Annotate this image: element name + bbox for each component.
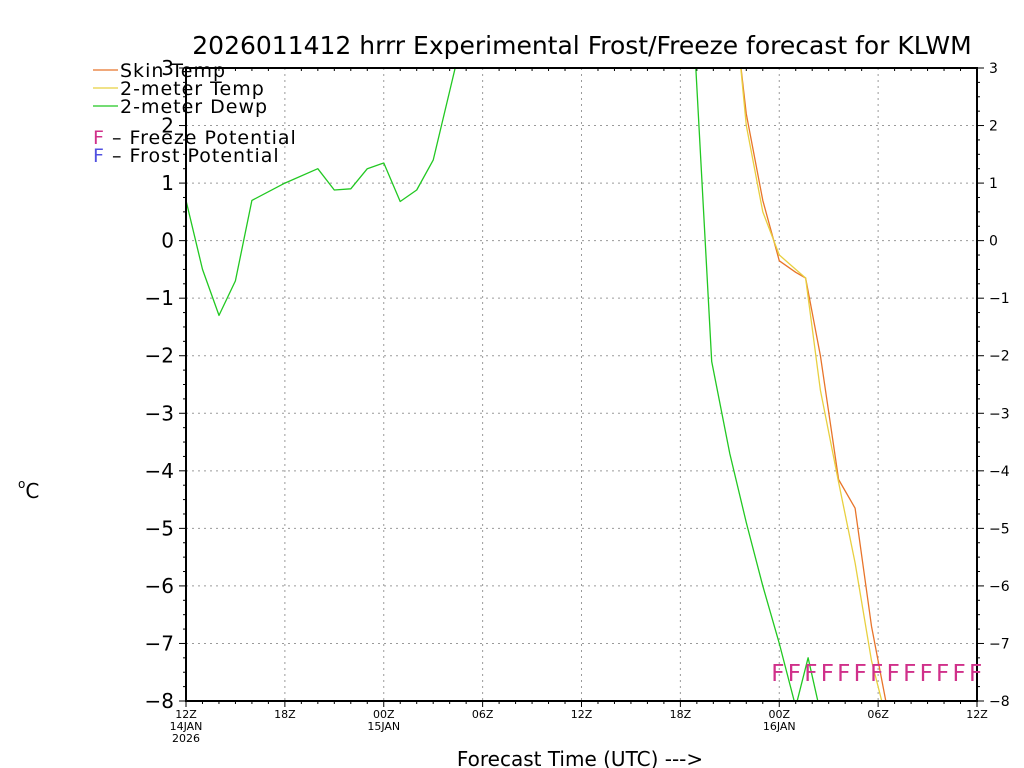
y-tick-label-right: −3 bbox=[989, 406, 1010, 422]
freeze-marker: F bbox=[804, 661, 817, 687]
x-tick-label: 00Z bbox=[768, 708, 790, 721]
y-axis-labels: −8 −8 −7 −7 −6 −6 −5 −5 −4 −4 −3 −3 −2 −2 −1 −1 0 0 1 1 2 2 3 3 bbox=[145, 56, 1010, 713]
y-tick-label-right: −1 bbox=[989, 291, 1010, 307]
potential-legend-label: – Frost Potential bbox=[105, 145, 280, 167]
y-tick-label-right: −7 bbox=[989, 636, 1010, 652]
y-tick-label-left: −3 bbox=[145, 401, 174, 425]
y-tick-label-right: −6 bbox=[989, 579, 1010, 595]
x-tick-label: 12Z bbox=[966, 708, 988, 721]
x-axis-label: Forecast Time (UTC) ---> bbox=[457, 747, 703, 768]
freeze-marker: F bbox=[953, 661, 966, 687]
legend-label: Skin Temp bbox=[120, 60, 226, 82]
x-tick-label: 18Z bbox=[274, 708, 296, 721]
y-axis-label-degree: o bbox=[18, 477, 25, 491]
x-tick-label: 06Z bbox=[867, 708, 889, 721]
series-line-2-meter-dewp bbox=[186, 68, 819, 701]
y-tick-label-right: 3 bbox=[989, 61, 998, 77]
x-tick-date: 16JAN bbox=[763, 720, 796, 733]
chart-title: 2026011412 hrrr Experimental Frost/Freez… bbox=[192, 31, 971, 60]
y-tick-label-left: −4 bbox=[145, 459, 174, 483]
plot-frame bbox=[185, 67, 978, 702]
x-tick-label: 12Z bbox=[175, 708, 197, 721]
freeze-marker: F bbox=[821, 661, 834, 687]
potential-legend-marker: F bbox=[93, 127, 105, 149]
freeze-marker: F bbox=[936, 661, 949, 687]
y-tick-label-right: 1 bbox=[989, 176, 998, 192]
freeze-marker: F bbox=[870, 661, 883, 687]
legend-label: 2-meter Temp bbox=[120, 78, 265, 100]
y-tick-label-left: −5 bbox=[145, 516, 174, 540]
y-tick-label-right: −8 bbox=[989, 694, 1010, 710]
potential-legend-entry: F – Freeze Potential bbox=[93, 127, 297, 149]
y-tick-label-left: −8 bbox=[145, 689, 174, 713]
freeze-marker: F bbox=[854, 661, 867, 687]
y-tick-label-right: −2 bbox=[989, 349, 1010, 365]
series-group bbox=[186, 68, 887, 701]
y-tick-label-right: −4 bbox=[989, 464, 1010, 480]
x-tick-label: 06Z bbox=[472, 708, 494, 721]
freeze-marker: F bbox=[969, 661, 982, 687]
x-tick-label: 12Z bbox=[571, 708, 593, 721]
x-tick-date: 14JAN bbox=[170, 720, 203, 733]
y-tick-label-right: 0 bbox=[989, 234, 998, 250]
y-axis-label-unit: C bbox=[25, 479, 39, 503]
potential-legend-entry: F – Frost Potential bbox=[93, 145, 280, 167]
y-tick-label-left: 0 bbox=[161, 229, 174, 253]
y-tick-label-left: 2 bbox=[161, 114, 174, 138]
y-tick-label-left: 1 bbox=[161, 171, 174, 195]
y-tick-label-left: −1 bbox=[145, 286, 174, 310]
y-tick-label-right: 2 bbox=[989, 119, 998, 135]
x-tick-label: 00Z bbox=[373, 708, 395, 721]
potential-legend-label: – Freeze Potential bbox=[105, 127, 297, 149]
x-tick-date: 15JAN bbox=[367, 720, 400, 733]
legend-label: 2-meter Dewp bbox=[120, 96, 268, 118]
x-tick-year: 2026 bbox=[172, 732, 200, 745]
y-tick-label-left: −7 bbox=[145, 631, 174, 655]
y-tick-label-left: −2 bbox=[145, 344, 174, 368]
freeze-marker: F bbox=[837, 661, 850, 687]
freeze-marker: F bbox=[903, 661, 916, 687]
x-tick-label: 18Z bbox=[670, 708, 692, 721]
y-axis-label: oC bbox=[18, 477, 39, 503]
freeze-marker: F bbox=[920, 661, 933, 687]
y-tick-label-right: −5 bbox=[989, 521, 1010, 537]
freeze-marker: F bbox=[771, 661, 784, 687]
freeze-marker: F bbox=[887, 661, 900, 687]
series-line-2-meter-temp bbox=[740, 68, 883, 701]
freeze-marker: F bbox=[788, 661, 801, 687]
potential-legend-marker: F bbox=[93, 145, 105, 167]
y-tick-label-left: 3 bbox=[161, 56, 174, 80]
y-tick-label-left: −6 bbox=[145, 574, 174, 598]
